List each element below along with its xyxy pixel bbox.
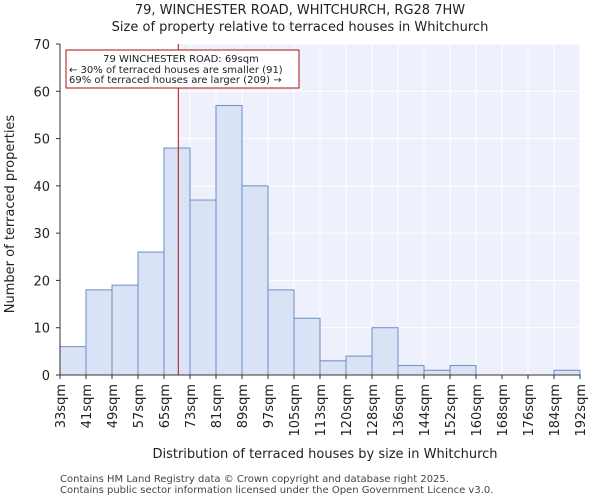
y-tick: 40 [33, 180, 60, 195]
x-tick: 128sqm [366, 375, 381, 437]
y-tick: 20 [33, 274, 60, 289]
y-tick: 30 [33, 227, 60, 242]
x-tick: 49sqm [106, 375, 121, 428]
x-tick-label: 73sqm [184, 384, 199, 428]
x-tick: 160sqm [470, 375, 485, 437]
x-tick-label: 192sqm [574, 384, 589, 437]
x-tick-label: 120sqm [340, 384, 355, 437]
bar-97sqm [267, 289, 295, 376]
x-tick: 73sqm [184, 375, 199, 428]
x-tick-label: 105sqm [288, 384, 303, 437]
x-tick: 41sqm [80, 375, 95, 428]
x-axis-label: Distribution of terraced houses by size … [152, 447, 497, 462]
bar-152sqm [449, 365, 477, 376]
y-tick-label: 40 [33, 180, 50, 195]
x-tick: 192sqm [574, 375, 589, 437]
x-tick-label: 65sqm [158, 384, 173, 428]
x-tick-label: 33sqm [54, 384, 69, 428]
x-tick-label: 89sqm [236, 384, 251, 428]
chart-subtitle: Size of property relative to terraced ho… [111, 20, 489, 35]
x-tick-label: 144sqm [418, 384, 433, 437]
annotation-line-1: 79 WINCHESTER ROAD: 69sqm [103, 54, 259, 65]
x-tick-label: 97sqm [262, 384, 277, 428]
bar-105sqm [293, 317, 321, 376]
bar-128sqm [371, 327, 399, 376]
annotation-box: 79 WINCHESTER ROAD: 69sqm ← 30% of terra… [65, 49, 300, 89]
x-tick: 176sqm [522, 375, 537, 437]
y-tick: 10 [33, 322, 60, 337]
bar-41sqm [85, 289, 113, 376]
x-tick-label: 152sqm [444, 384, 459, 437]
x-tick: 168sqm [496, 375, 511, 437]
x-tick-label: 184sqm [548, 384, 563, 437]
x-tick: 57sqm [132, 375, 147, 428]
y-axis: 0 10 20 30 40 50 60 70 [33, 38, 61, 384]
footer-line-1: Contains HM Land Registry data © Crown c… [60, 474, 449, 485]
footer-line-2: Contains public sector information licen… [60, 485, 494, 496]
bar-113sqm [319, 360, 347, 376]
x-tick: 113sqm [314, 375, 329, 437]
annotation-line-2: ← 30% of terraced houses are smaller (91… [69, 65, 283, 76]
y-tick: 0 [42, 369, 60, 384]
x-tick-label: 128sqm [366, 384, 381, 437]
x-tick: 152sqm [444, 375, 459, 437]
bar-136sqm [397, 365, 425, 376]
bar-184sqm [553, 369, 581, 376]
x-tick: 105sqm [288, 375, 303, 437]
x-tick-label: 49sqm [106, 384, 121, 428]
y-tick-label: 20 [33, 274, 50, 289]
bar-144sqm [423, 369, 451, 376]
x-tick-label: 168sqm [496, 384, 511, 437]
bar-120sqm [345, 355, 373, 376]
y-tick-label: 60 [33, 85, 50, 100]
annotation-line-3: 69% of terraced houses are larger (209) … [69, 75, 282, 86]
y-tick-label: 10 [33, 322, 50, 337]
x-axis: 33sqm 41sqm 49sqm 57sqm 65sqm 73sqm 81sqm 89sqm… [54, 374, 589, 437]
y-tick: 60 [33, 85, 60, 100]
x-tick-label: 176sqm [522, 384, 537, 437]
y-tick-label: 30 [33, 227, 50, 242]
bar-89sqm [241, 185, 269, 376]
y-tick-label: 50 [33, 133, 50, 148]
x-tick-label: 113sqm [314, 384, 329, 437]
y-tick-label: 0 [42, 369, 50, 384]
x-tick: 33sqm [54, 375, 69, 428]
y-axis-label: Number of terraced properties [3, 115, 18, 314]
x-tick: 81sqm [210, 375, 225, 428]
x-tick: 144sqm [418, 375, 433, 437]
bar-33sqm [59, 346, 87, 376]
x-tick-label: 57sqm [132, 384, 147, 428]
x-tick-label: 136sqm [392, 384, 407, 437]
x-tick: 136sqm [392, 375, 407, 437]
x-tick: 89sqm [236, 375, 251, 428]
y-tick: 70 [33, 38, 60, 53]
x-tick: 97sqm [262, 375, 277, 428]
x-tick-label: 41sqm [80, 384, 95, 428]
x-tick: 120sqm [340, 375, 355, 437]
x-tick: 65sqm [158, 375, 173, 428]
y-tick-label: 70 [33, 38, 50, 53]
bar-65sqm [163, 147, 191, 376]
x-tick-label: 160sqm [470, 384, 485, 437]
bar-57sqm [137, 251, 165, 376]
bars [59, 104, 581, 376]
bar-81sqm [215, 104, 243, 376]
bar-73sqm [189, 199, 217, 376]
chart-title: 79, WINCHESTER ROAD, WHITCHURCH, RG28 7H… [134, 3, 466, 18]
x-tick-label: 81sqm [210, 384, 225, 428]
x-tick: 184sqm [548, 375, 563, 437]
y-tick: 50 [33, 133, 60, 148]
bar-49sqm [111, 284, 139, 376]
